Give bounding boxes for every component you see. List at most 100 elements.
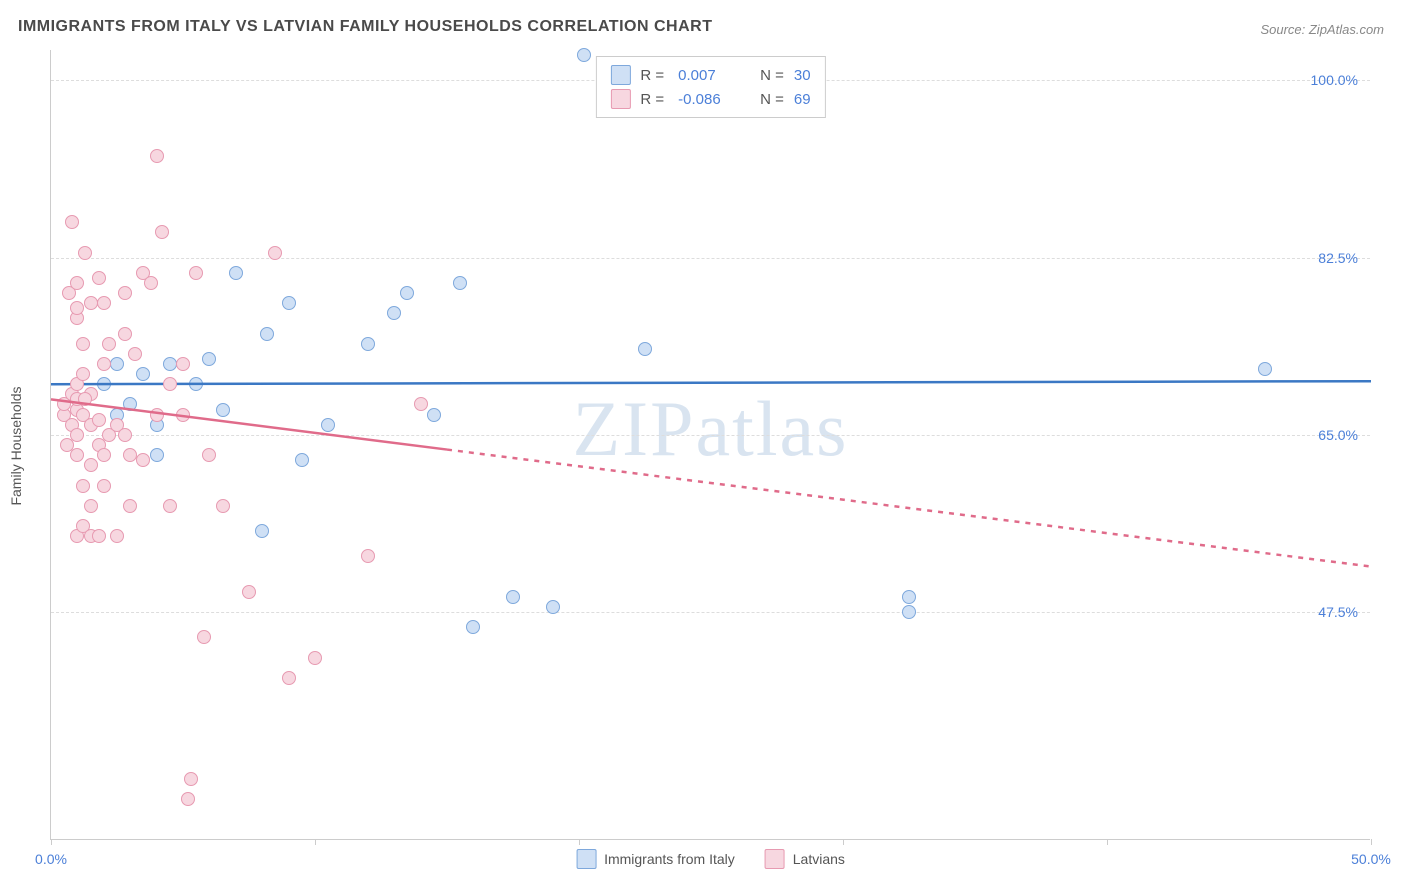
data-point-italy: [229, 266, 243, 280]
legend-swatch-latvians: [610, 89, 630, 109]
x-tick-label: 0.0%: [35, 851, 67, 867]
data-point-italy: [255, 524, 269, 538]
data-point-latvians: [70, 428, 84, 442]
data-point-latvians: [84, 458, 98, 472]
data-point-italy: [295, 453, 309, 467]
data-point-italy: [202, 352, 216, 366]
data-point-latvians: [70, 276, 84, 290]
legend-item-italy: Immigrants from Italy: [576, 849, 735, 869]
data-point-latvians: [202, 448, 216, 462]
scatter-plot-area: ZIPatlas R = 0.007 N = 30 R = -0.086 N =…: [50, 50, 1370, 840]
y-tick-label: 100.0%: [1311, 72, 1358, 88]
data-point-latvians: [361, 549, 375, 563]
data-point-latvians: [118, 428, 132, 442]
data-point-italy: [321, 418, 335, 432]
legend-r-label: R =: [640, 67, 664, 84]
legend-swatch-italy: [610, 65, 630, 85]
data-point-italy: [577, 48, 591, 62]
legend-n-label: N =: [760, 67, 784, 84]
data-point-italy: [427, 408, 441, 422]
data-point-latvians: [128, 347, 142, 361]
data-point-latvians: [118, 327, 132, 341]
data-point-italy: [387, 306, 401, 320]
data-point-latvians: [282, 671, 296, 685]
y-axis-label: Family Households: [8, 386, 24, 505]
legend-row-latvians: R = -0.086 N = 69: [610, 87, 810, 111]
trend-line-latvians: [51, 50, 1371, 840]
legend-n-value-latvians: 69: [794, 91, 811, 108]
legend-swatch-italy: [576, 849, 596, 869]
gridline-h: [51, 435, 1370, 436]
data-point-latvians: [92, 413, 106, 427]
data-point-italy: [97, 377, 111, 391]
data-point-latvians: [97, 296, 111, 310]
x-tick: [843, 839, 844, 845]
legend-label-latvians: Latvians: [793, 851, 845, 867]
y-tick-label: 47.5%: [1318, 604, 1358, 620]
data-point-latvians: [70, 301, 84, 315]
gridline-h: [51, 258, 1370, 259]
data-point-latvians: [181, 792, 195, 806]
data-point-latvians: [84, 499, 98, 513]
y-tick-label: 65.0%: [1318, 427, 1358, 443]
data-point-italy: [216, 403, 230, 417]
data-point-latvians: [308, 651, 322, 665]
data-point-latvians: [65, 215, 79, 229]
data-point-italy: [189, 377, 203, 391]
data-point-latvians: [102, 337, 116, 351]
data-point-latvians: [136, 453, 150, 467]
data-point-latvians: [92, 529, 106, 543]
data-point-italy: [546, 600, 560, 614]
data-point-latvians: [189, 266, 203, 280]
data-point-latvians: [268, 246, 282, 260]
data-point-latvians: [97, 448, 111, 462]
data-point-latvians: [70, 448, 84, 462]
legend-n-label: N =: [760, 91, 784, 108]
data-point-italy: [150, 448, 164, 462]
data-point-latvians: [216, 499, 230, 513]
data-point-italy: [282, 296, 296, 310]
data-point-latvians: [163, 377, 177, 391]
data-point-latvians: [123, 448, 137, 462]
x-tick: [1107, 839, 1108, 845]
data-point-latvians: [150, 408, 164, 422]
chart-title: IMMIGRANTS FROM ITALY VS LATVIAN FAMILY …: [18, 18, 712, 36]
x-tick: [579, 839, 580, 845]
data-point-italy: [902, 590, 916, 604]
legend-r-value-latvians: -0.086: [678, 91, 738, 108]
data-point-italy: [902, 605, 916, 619]
data-point-latvians: [76, 337, 90, 351]
legend-row-italy: R = 0.007 N = 30: [610, 63, 810, 87]
data-point-latvians: [176, 408, 190, 422]
x-tick: [51, 839, 52, 845]
data-point-latvians: [197, 630, 211, 644]
source-attribution: Source: ZipAtlas.com: [1260, 22, 1384, 37]
data-point-latvians: [76, 479, 90, 493]
data-point-latvians: [78, 246, 92, 260]
data-point-latvians: [163, 499, 177, 513]
data-point-latvians: [92, 271, 106, 285]
data-point-latvians: [242, 585, 256, 599]
data-point-latvians: [78, 392, 92, 406]
legend-n-value-italy: 30: [794, 67, 811, 84]
data-point-latvians: [155, 225, 169, 239]
trend-line-italy: [51, 50, 1371, 840]
series-legend: Immigrants from Italy Latvians: [576, 849, 845, 869]
legend-swatch-latvians: [765, 849, 785, 869]
data-point-italy: [123, 397, 137, 411]
data-point-latvians: [150, 149, 164, 163]
x-tick: [315, 839, 316, 845]
data-point-italy: [136, 367, 150, 381]
gridline-h: [51, 612, 1370, 613]
data-point-italy: [1258, 362, 1272, 376]
data-point-italy: [638, 342, 652, 356]
legend-r-label: R =: [640, 91, 664, 108]
data-point-italy: [110, 357, 124, 371]
data-point-italy: [453, 276, 467, 290]
data-point-latvians: [123, 499, 137, 513]
watermark-text: ZIPatlas: [573, 384, 849, 474]
data-point-italy: [466, 620, 480, 634]
correlation-legend: R = 0.007 N = 30 R = -0.086 N = 69: [595, 56, 825, 118]
data-point-latvians: [414, 397, 428, 411]
data-point-latvians: [184, 772, 198, 786]
